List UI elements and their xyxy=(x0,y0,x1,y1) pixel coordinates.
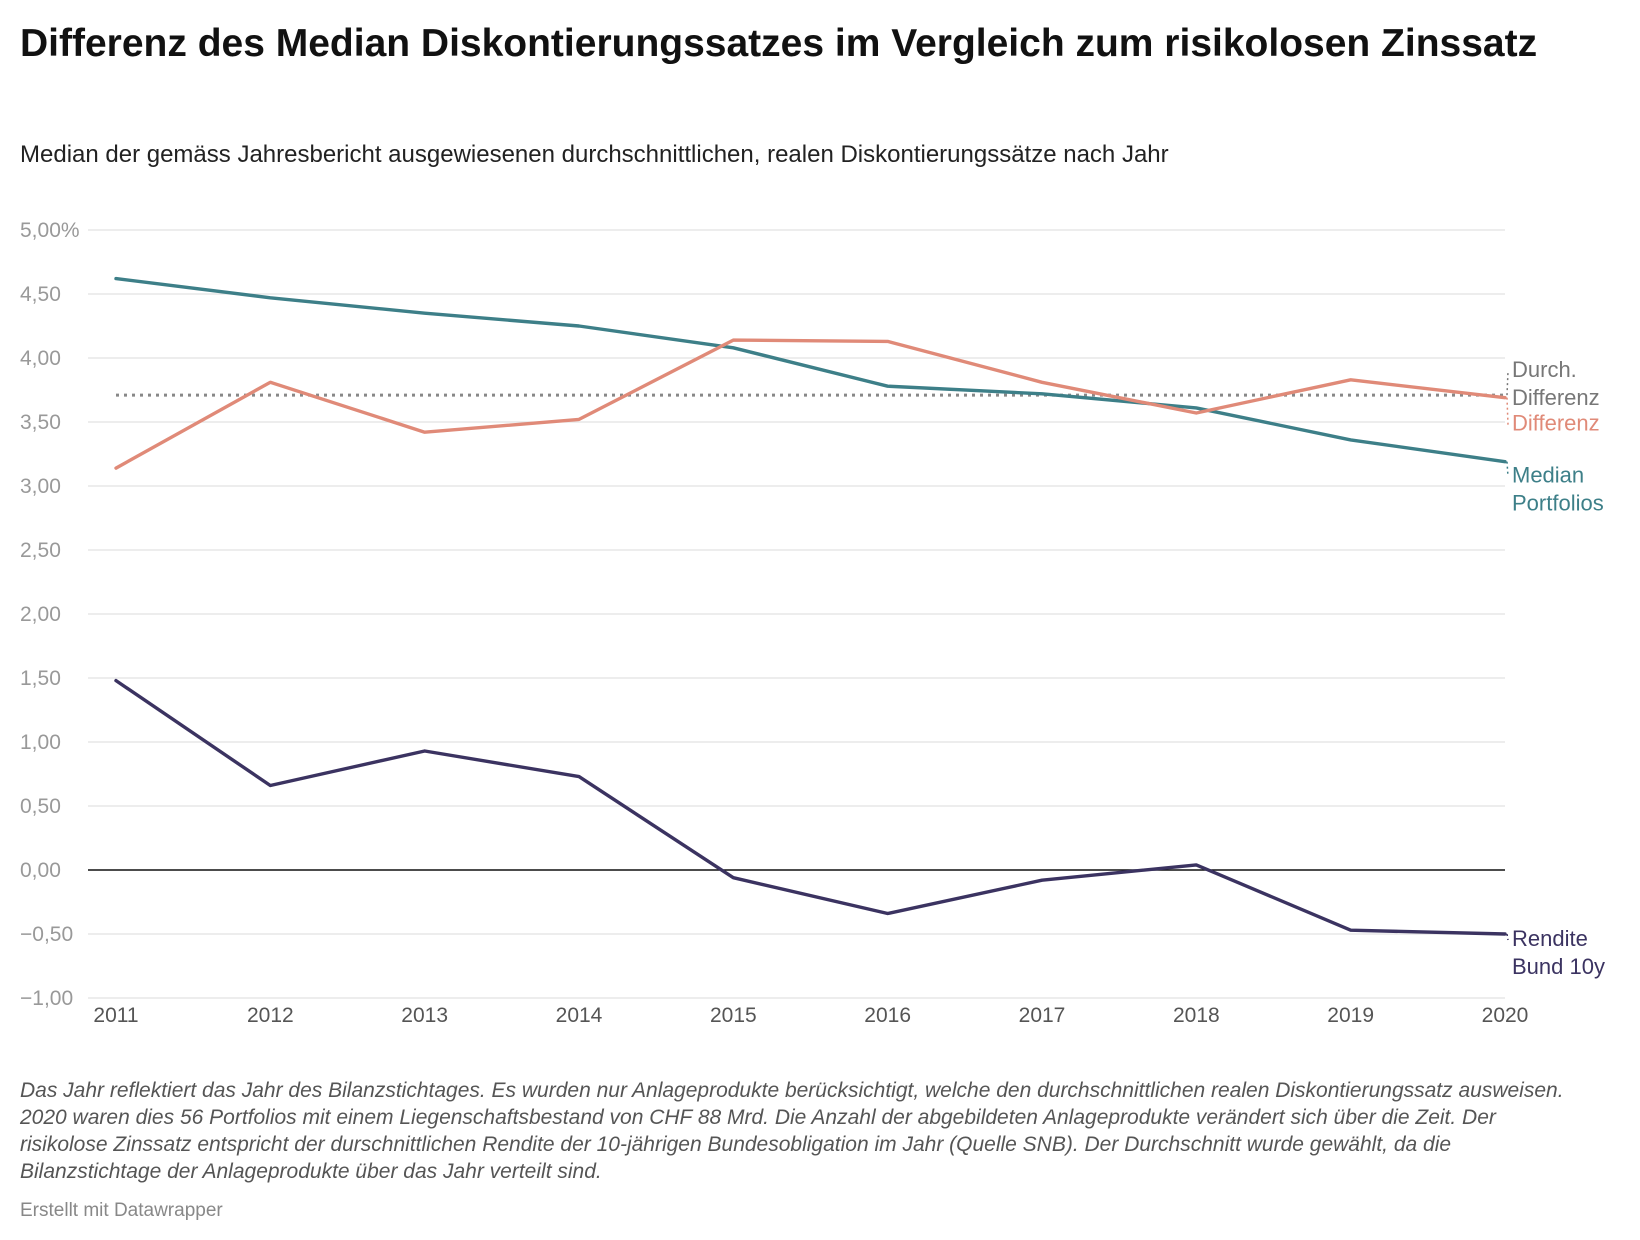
rendite-bund-label: Bund 10y xyxy=(1512,954,1605,979)
credit-text: Erstellt mit Datawrapper xyxy=(20,1200,223,1221)
chart-notes: Das Jahr reflektiert das Jahr des Bilanz… xyxy=(20,1079,1564,1183)
y-tick-label: 0,50 xyxy=(20,795,61,818)
y-tick-label: 4,00 xyxy=(20,347,61,370)
x-tick-label: 2015 xyxy=(710,1004,757,1027)
chart-subtitle: Median der gemäss Jahresbericht ausgewie… xyxy=(20,141,1169,168)
x-tick-label: 2014 xyxy=(556,1004,603,1027)
y-axis-ticks: 5,00% 4,50 4,00 3,50 3,00 2,50 2,00 1,50 1,00 0,5… xyxy=(20,219,80,1010)
median-portfolios-leader xyxy=(1506,461,1509,477)
x-tick-label: 2020 xyxy=(1482,1004,1529,1027)
y-tick-label: 1,50 xyxy=(20,667,61,690)
x-axis-ticks: 2011 2012 2013 2014 2015 2016 2017 2018 2019 2020 xyxy=(93,1004,1528,1027)
grid-lines xyxy=(88,229,1505,999)
y-tick-label: 2,00 xyxy=(20,603,61,626)
x-tick-label: 2011 xyxy=(93,1004,138,1027)
y-tick-label: 3,50 xyxy=(20,411,61,434)
y-tick-label: 2,50 xyxy=(20,539,61,562)
median-portfolios-label: Median xyxy=(1512,463,1584,488)
x-tick-label: 2017 xyxy=(1019,1004,1066,1027)
y-tick-label: −1,00 xyxy=(20,987,73,1010)
rendite-bund-leader xyxy=(1506,933,1509,941)
rendite-bund-label: Rendite xyxy=(1512,926,1588,951)
x-tick-label: 2016 xyxy=(864,1004,911,1027)
y-tick-label: 1,00 xyxy=(20,731,61,754)
reference-leader xyxy=(1506,371,1509,396)
chart-title: Differenz des Median Diskontierungssatze… xyxy=(20,22,1538,65)
y-tick-label: −0,50 xyxy=(20,923,73,946)
y-tick-label: 4,50 xyxy=(20,283,61,306)
reference-label: Differenz xyxy=(1512,385,1600,410)
series-line-differenz xyxy=(114,338,1507,470)
y-tick-label: 5,00% xyxy=(20,219,80,242)
y-tick-label: 3,00 xyxy=(20,475,61,498)
line-chart: 5,00% 4,50 4,00 3,50 3,00 2,50 2,00 1,50 1,00 0,5… xyxy=(20,219,1605,1027)
x-tick-label: 2018 xyxy=(1173,1004,1220,1027)
series-lines xyxy=(114,276,1507,936)
reference-label: Durch. xyxy=(1512,357,1577,382)
series-line-rendite-bund-10y xyxy=(114,678,1507,936)
differenz-label: Differenz xyxy=(1512,411,1600,436)
median-portfolios-label: Portfolios xyxy=(1512,491,1604,516)
x-tick-label: 2013 xyxy=(401,1004,448,1027)
y-tick-label: 0,00 xyxy=(20,859,61,882)
x-tick-label: 2012 xyxy=(247,1004,294,1027)
x-tick-label: 2019 xyxy=(1327,1004,1374,1027)
differenz-leader xyxy=(1506,397,1509,425)
series-line-median-portfolios xyxy=(114,276,1507,464)
